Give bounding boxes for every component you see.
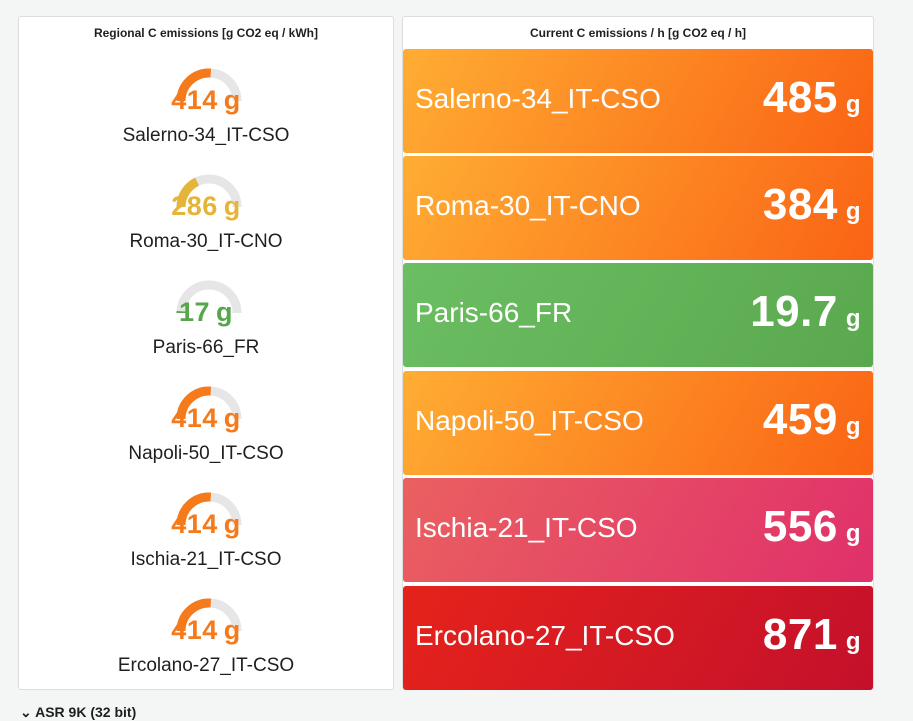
- stat-number: 871: [762, 610, 838, 659]
- gauge-number: 17: [178, 297, 211, 327]
- row-header-label: ASR 9K (32 bit): [35, 704, 137, 720]
- gauge-value: 414 g: [19, 509, 393, 540]
- gauge-label: Ischia-21_IT-CSO: [130, 549, 282, 570]
- gauge-unit: g: [223, 403, 241, 433]
- gauge-item: 414 g Salerno-34_IT-CSO: [19, 49, 393, 155]
- gauge-item: 286 g Roma-30_IT-CNO: [19, 155, 393, 261]
- gauge-arc: [176, 174, 242, 208]
- gauge-value: 286 g: [19, 191, 393, 222]
- stat-label: Ischia-21_IT-CSO: [415, 512, 638, 543]
- stat-tile: Ischia-21_IT-CSO 556 g: [403, 478, 873, 582]
- stat-tile: Roma-30_IT-CNO 384 g: [403, 156, 873, 260]
- gauge-unit: g: [216, 297, 234, 327]
- gauge-item: 414 g Ischia-21_IT-CSO: [19, 473, 393, 579]
- stat-value: 871 g: [763, 610, 861, 660]
- stat-value: 19.7 g: [750, 287, 861, 337]
- stat-value: 459 g: [763, 395, 861, 445]
- stat-label: Roma-30_IT-CNO: [415, 190, 641, 221]
- gauge-arc: [176, 598, 242, 632]
- stat-unit: g: [845, 413, 861, 440]
- gauge-item: 17 g Paris-66_FR: [19, 261, 393, 367]
- panel-title: Current C emissions / h [g CO2 eq / h]: [529, 26, 747, 40]
- stat-label: Napoli-50_IT-CSO: [415, 405, 644, 436]
- stat-number: 485: [762, 73, 838, 122]
- gauge-label: Roma-30_IT-CNO: [129, 231, 283, 252]
- gauge-number: 414: [171, 403, 218, 433]
- gauge-value: 414 g: [19, 85, 393, 116]
- stat-value: 485 g: [763, 73, 861, 123]
- stat-unit: g: [845, 91, 861, 118]
- stat-number: 384: [762, 180, 838, 229]
- stat-tile: Napoli-50_IT-CSO 459 g: [403, 371, 873, 475]
- stat-unit: g: [845, 628, 861, 655]
- stat-unit: g: [845, 198, 861, 225]
- gauge-arc: [176, 68, 242, 102]
- stat-unit: g: [845, 305, 861, 332]
- gauge-label: Salerno-34_IT-CSO: [122, 125, 290, 146]
- gauge-arc: [176, 492, 242, 526]
- stat-number: 19.7: [750, 287, 838, 336]
- stat-tile: Ercolano-27_IT-CSO 871 g: [403, 586, 873, 690]
- gauge-value: 414 g: [19, 403, 393, 434]
- stat-number: 556: [762, 502, 838, 551]
- gauge-unit: g: [223, 509, 241, 539]
- stat-value: 556 g: [763, 502, 861, 552]
- stat-tile: Paris-66_FR 19.7 g: [403, 263, 873, 367]
- gauge-label: Napoli-50_IT-CSO: [128, 443, 284, 464]
- stat-number: 459: [762, 395, 838, 444]
- row-header-asr-9k[interactable]: ⌄ ASR 9K (32 bit): [20, 704, 136, 721]
- gauge-label: Ercolano-27_IT-CSO: [117, 655, 295, 676]
- stat-unit: g: [845, 520, 861, 547]
- gauge-value: 414 g: [19, 615, 393, 646]
- gauge-value: 17 g: [19, 297, 393, 328]
- gauge-arc: [176, 386, 242, 420]
- gauge-item: 414 g Napoli-50_IT-CSO: [19, 367, 393, 473]
- stat-tile: Salerno-34_IT-CSO 485 g: [403, 49, 873, 153]
- gauge-unit: g: [223, 85, 241, 115]
- gauge-item: 414 g Ercolano-27_IT-CSO: [19, 579, 393, 685]
- gauge-number: 286: [171, 191, 218, 221]
- gauge-number: 414: [171, 85, 218, 115]
- gauge-unit: g: [223, 615, 241, 645]
- stat-value: 384 g: [763, 180, 861, 230]
- stat-label: Salerno-34_IT-CSO: [415, 83, 661, 114]
- chevron-down-icon: ⌄: [20, 704, 32, 720]
- stat-label: Ercolano-27_IT-CSO: [415, 620, 675, 651]
- stat-label: Paris-66_FR: [415, 297, 573, 328]
- gauge-label: Paris-66_FR: [152, 337, 260, 358]
- gauge-number: 414: [171, 615, 218, 645]
- gauge-unit: g: [223, 191, 241, 221]
- gauge-number: 414: [171, 509, 218, 539]
- panel-title: Regional C emissions [g CO2 eq / kWh]: [93, 26, 319, 40]
- current-emissions-panel: Current C emissions / h [g CO2 eq / h] S…: [402, 16, 874, 690]
- gauge-arc: [176, 280, 242, 314]
- regional-emissions-panel: Regional C emissions [g CO2 eq / kWh] 41…: [18, 16, 394, 690]
